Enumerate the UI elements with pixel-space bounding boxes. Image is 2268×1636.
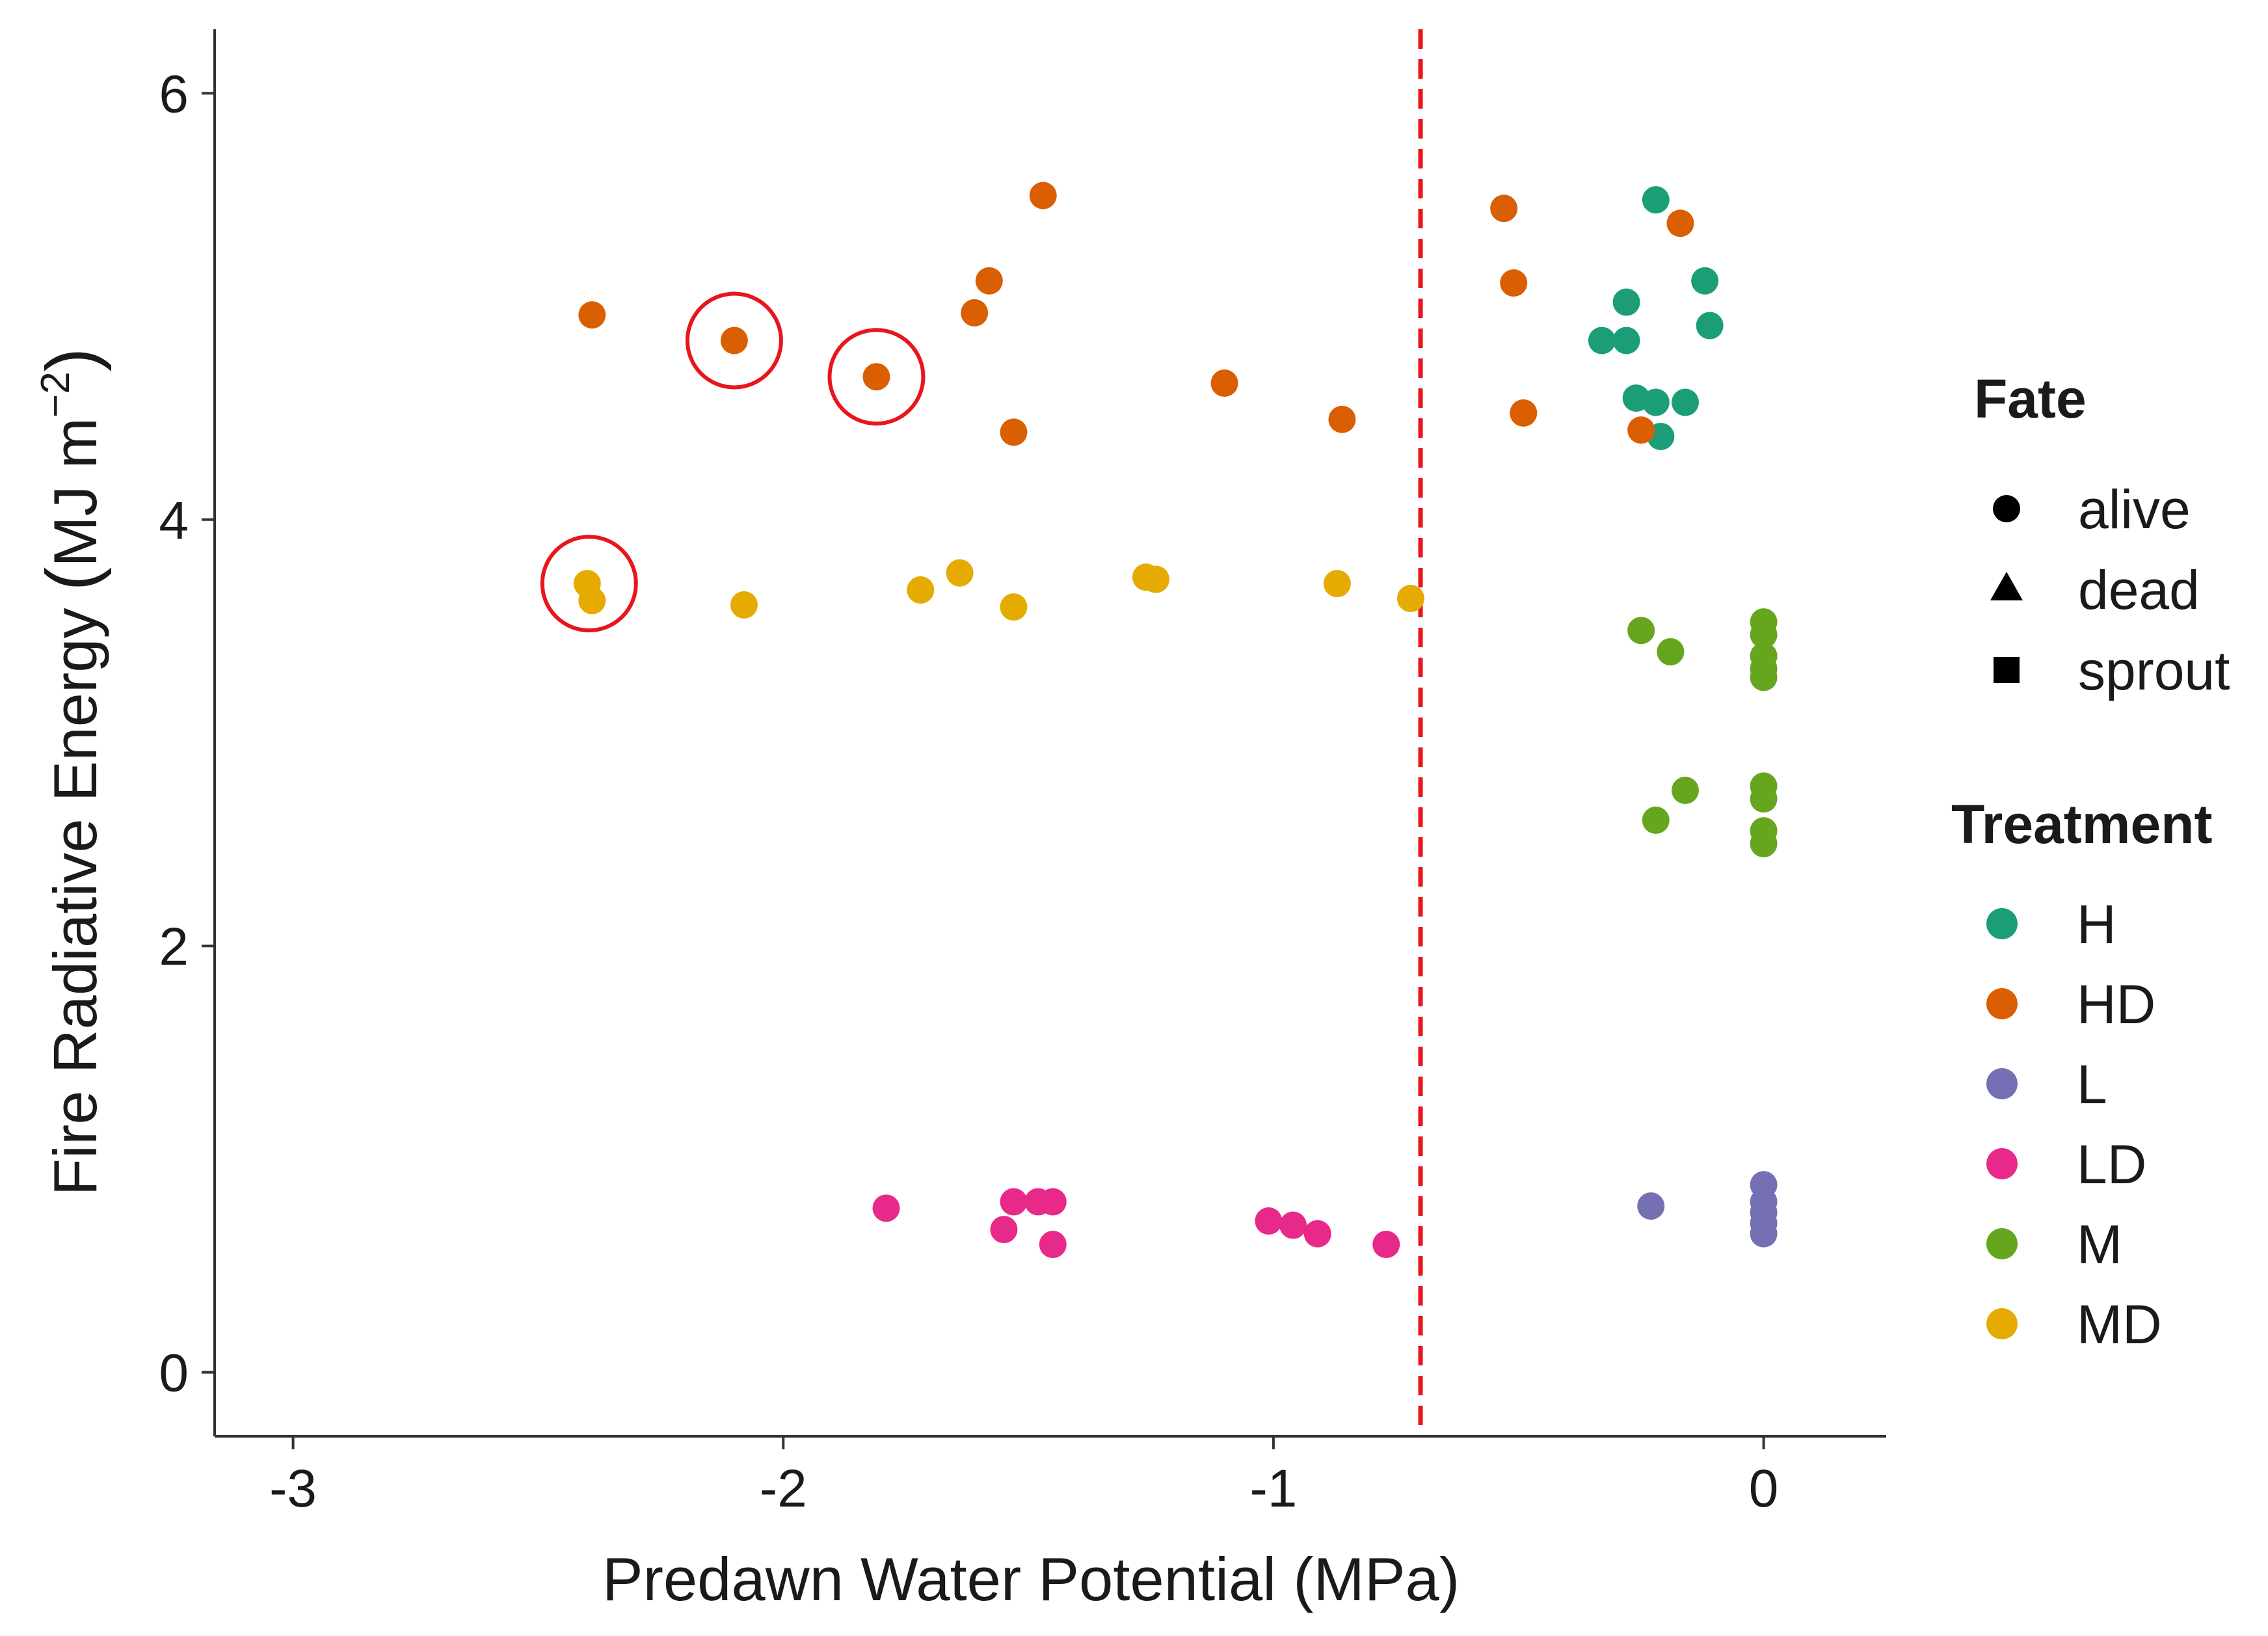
data-point-m-alive <box>1750 829 1778 857</box>
data-point-hd-alive <box>975 267 1003 295</box>
data-point-md-alive <box>907 576 935 604</box>
legend-key-ld <box>1986 1148 2018 1179</box>
data-point-hd-alive <box>1500 269 1528 297</box>
data-point-hd-alive <box>1510 399 1538 427</box>
data-point-ld-alive <box>1039 1188 1067 1216</box>
y-tick-label: 2 <box>159 917 189 976</box>
data-point-hd-alive <box>578 301 606 329</box>
x-tick-label: -2 <box>760 1459 807 1518</box>
data-point-m-alive <box>1750 621 1778 649</box>
x-axis-title: Predawn Water Potential (MPa) <box>602 1545 1460 1613</box>
highlight-circle <box>827 328 926 426</box>
legend-label-ld: LD <box>2077 1134 2146 1195</box>
data-point-md-alive <box>946 559 974 587</box>
data-point-m-alive <box>1657 637 1685 665</box>
data-point-hd-sprout <box>720 327 748 355</box>
legend-title-treatment: Treatment <box>1951 794 2212 855</box>
data-point-hd-alive <box>1000 418 1028 446</box>
y-axis-title-open-paren: ( <box>32 567 112 591</box>
data-point-md-alive <box>1396 585 1424 613</box>
legend-key-alive <box>1993 495 2020 522</box>
data-point-md-alive <box>1323 570 1351 598</box>
y-tick-label: 4 <box>159 491 189 550</box>
y-axis-title-close-paren: ) <box>32 348 112 372</box>
y-tick-label: 6 <box>159 64 189 124</box>
x-tick-label: -1 <box>1249 1459 1297 1518</box>
data-point-md-alive <box>730 591 758 619</box>
data-point-md-alive <box>1000 593 1028 621</box>
legend-key-sprout <box>1994 657 2020 683</box>
legend: Fate alive dead sprout Treatment H HD L LD M MD <box>1951 368 2230 1355</box>
legend-key-h <box>1986 908 2018 939</box>
data-point-ld-alive <box>1255 1207 1283 1235</box>
data-point-l-alive <box>1750 1220 1778 1248</box>
data-point-ld-alive <box>1039 1231 1067 1259</box>
legend-label-l: L <box>2077 1054 2107 1115</box>
data-point-l-alive <box>1637 1192 1665 1220</box>
highlight-circle <box>540 535 638 633</box>
y-axis-title-unit: MJ m <box>41 418 109 567</box>
data-point-hd-alive <box>1627 416 1655 444</box>
legend-key-l <box>1986 1068 2018 1099</box>
data-point-h-alive <box>1642 388 1670 416</box>
axes: -3 -2 -1 0 0 2 4 6 Predawn Water Potential (MPa)… <box>32 29 1886 1613</box>
data-point-hd-alive <box>1210 369 1238 397</box>
legend-label-h: H <box>2077 894 2116 955</box>
data-point-hd-alive <box>961 299 989 327</box>
legend-key-md <box>1986 1308 2018 1339</box>
y-axis-title: Fire Radiative Energy (MJ m−2) <box>32 348 112 1196</box>
x-tick-label: -3 <box>269 1459 317 1518</box>
data-point-ld-alive <box>990 1216 1018 1244</box>
legend-key-dead <box>1990 572 2023 600</box>
data-point-md-alive <box>578 587 606 615</box>
data-point-h-alive <box>1588 327 1616 355</box>
data-point-ld-alive <box>1303 1220 1331 1248</box>
data-point-hd-alive <box>1666 209 1694 237</box>
y-axis-title-main: Fire Radiative Energy <box>41 591 109 1196</box>
data-point-m-alive <box>1642 806 1670 834</box>
data-point-h-alive <box>1696 312 1724 340</box>
data-point-hd-alive <box>1328 405 1356 433</box>
data-point-hd-alive <box>1029 181 1057 209</box>
data-point-h-alive <box>1612 327 1640 355</box>
data-point-hd-sprout <box>862 363 890 391</box>
y-tick-label: 0 <box>159 1344 189 1403</box>
data-point-m-alive <box>1750 664 1778 691</box>
data-point-ld-alive <box>872 1194 900 1222</box>
legend-label-dead: dead <box>2078 559 2200 621</box>
data-point-m-alive <box>1671 776 1699 804</box>
data-point-md-alive <box>1142 565 1170 593</box>
data-point-m-alive <box>1627 617 1655 645</box>
data-point-hd-alive <box>1490 194 1518 222</box>
legend-key-hd <box>1986 988 2018 1019</box>
y-axis-title-exponent: −2 <box>33 371 78 418</box>
legend-label-alive: alive <box>2078 479 2191 540</box>
data-point-h-alive <box>1642 186 1670 214</box>
plot-area <box>540 29 1778 1436</box>
legend-key-m <box>1986 1228 2018 1259</box>
data-point-h-alive <box>1691 267 1719 295</box>
data-point-h-alive <box>1671 388 1699 416</box>
legend-label-sprout: sprout <box>2078 640 2230 701</box>
data-point-h-alive <box>1612 288 1640 316</box>
legend-label-md: MD <box>2077 1294 2162 1355</box>
data-point-ld-alive <box>1372 1231 1400 1259</box>
x-tick-label: 0 <box>1749 1459 1779 1518</box>
data-point-ld-alive <box>1000 1188 1028 1216</box>
data-point-m-alive <box>1750 785 1778 813</box>
legend-title-fate: Fate <box>1974 368 2087 429</box>
legend-label-m: M <box>2077 1214 2122 1275</box>
legend-label-hd: HD <box>2077 974 2155 1035</box>
highlight-circle <box>685 291 783 390</box>
data-point-ld-alive <box>1279 1211 1307 1239</box>
